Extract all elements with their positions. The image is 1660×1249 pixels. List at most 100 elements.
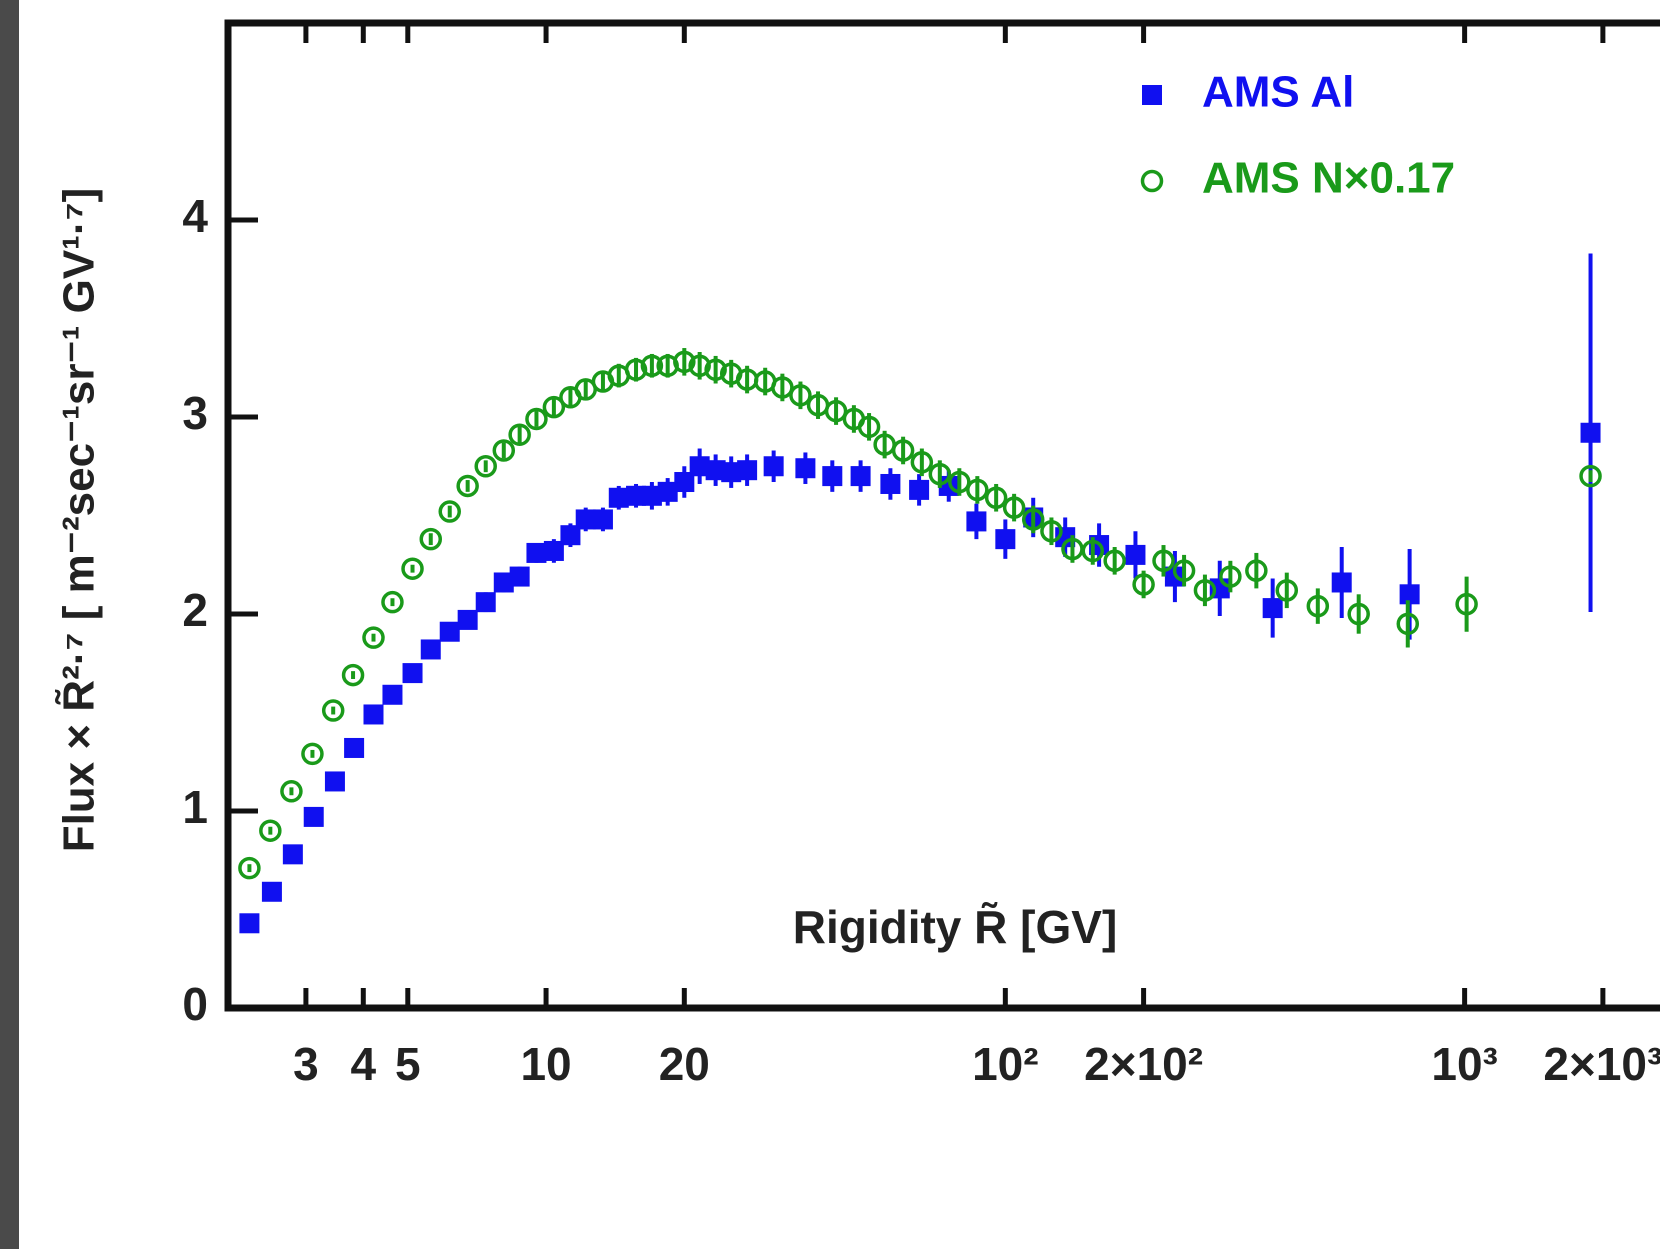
data-point (909, 479, 930, 500)
data-point (1262, 598, 1283, 619)
data-point (928, 462, 952, 486)
data-point (1081, 539, 1105, 563)
data-point (401, 557, 424, 580)
data-point (261, 881, 282, 902)
data-point (402, 663, 423, 684)
legend-marker (1142, 85, 1162, 105)
data-point (344, 737, 365, 758)
data-point (1040, 520, 1063, 543)
legend-label: AMS N×0.17 (1202, 154, 1455, 203)
data-point (640, 354, 664, 378)
data-point (1219, 565, 1242, 588)
data-point (705, 460, 726, 481)
data-point (324, 771, 345, 792)
data-point (688, 354, 711, 378)
plot-frame (224, 19, 1660, 1012)
x-axis-title: Rigidity R̃ [GV] (793, 901, 1118, 953)
y-tick-label: 1 (182, 781, 208, 833)
legend-label: AMS Al (1202, 68, 1354, 117)
data-point (1245, 559, 1268, 582)
data-point (362, 626, 385, 649)
data-point (995, 529, 1016, 550)
data-point (850, 466, 871, 487)
data-point (382, 684, 403, 705)
data-point (795, 458, 816, 479)
data-point (966, 511, 987, 532)
data-point (1002, 496, 1026, 519)
x-tick-label: 4 (350, 1038, 376, 1090)
data-point (457, 609, 478, 630)
data-point (910, 451, 934, 474)
data-point (689, 456, 710, 477)
data-point (1021, 508, 1045, 531)
data-point (456, 474, 479, 498)
data-point (259, 819, 282, 842)
y-tick-label: 2 (182, 584, 208, 636)
data-point (381, 590, 404, 614)
data-point (771, 376, 794, 399)
data-point (641, 485, 662, 506)
data-point (509, 566, 530, 587)
data-point (1455, 592, 1478, 616)
data-point (822, 466, 843, 487)
data-point (657, 481, 678, 502)
data-point (1347, 602, 1370, 626)
data-point (543, 540, 564, 561)
data-point (1132, 573, 1155, 596)
x-tick-label: 2×10² (1084, 1038, 1203, 1090)
data-point (592, 509, 613, 530)
data-point (966, 478, 989, 502)
x-tick-label: 3 (293, 1038, 319, 1090)
data-point (948, 470, 971, 494)
data-point (1306, 594, 1330, 618)
data-point (1103, 549, 1126, 573)
data-point (560, 525, 581, 546)
data-point (721, 462, 742, 483)
legend-marker (1140, 169, 1164, 193)
side-strip (0, 0, 19, 1249)
data-point (438, 500, 461, 523)
data-point (238, 856, 261, 880)
data-point (737, 460, 758, 481)
data-point (303, 806, 324, 827)
data-point (439, 621, 460, 642)
data-point (1152, 549, 1175, 573)
data-point (1396, 612, 1420, 636)
data-point (673, 350, 696, 374)
data-point (1275, 579, 1299, 602)
data-point (1399, 584, 1420, 605)
data-point (526, 542, 547, 563)
data-point (419, 527, 443, 551)
data-point (624, 358, 648, 381)
x-tick-label: 10 (520, 1038, 571, 1090)
data-point (984, 486, 1008, 510)
data-point (475, 592, 496, 613)
data-point (891, 439, 915, 462)
data-point (1125, 544, 1146, 565)
data-point (239, 913, 260, 934)
data-point (1193, 579, 1217, 602)
data-point (341, 663, 365, 687)
data-point (301, 742, 324, 766)
data-point (525, 407, 548, 431)
data-point (824, 399, 848, 423)
data-point (474, 455, 497, 478)
x-tick-label: 10³ (1431, 1038, 1497, 1090)
data-point (282, 844, 303, 865)
data-point (1331, 572, 1352, 593)
data-point (542, 395, 566, 419)
data-point (493, 572, 514, 593)
data-point (1579, 464, 1602, 488)
y-tick-label: 3 (182, 387, 208, 439)
data-point (857, 415, 881, 439)
x-tick-label: 20 (659, 1038, 710, 1090)
data-point (880, 473, 901, 494)
data-point (626, 485, 647, 506)
data-point (704, 358, 727, 381)
x-tick-label: 5 (395, 1038, 421, 1090)
data-point (763, 456, 784, 477)
x-tick-label: 10² (972, 1038, 1038, 1090)
data-point (363, 704, 384, 725)
